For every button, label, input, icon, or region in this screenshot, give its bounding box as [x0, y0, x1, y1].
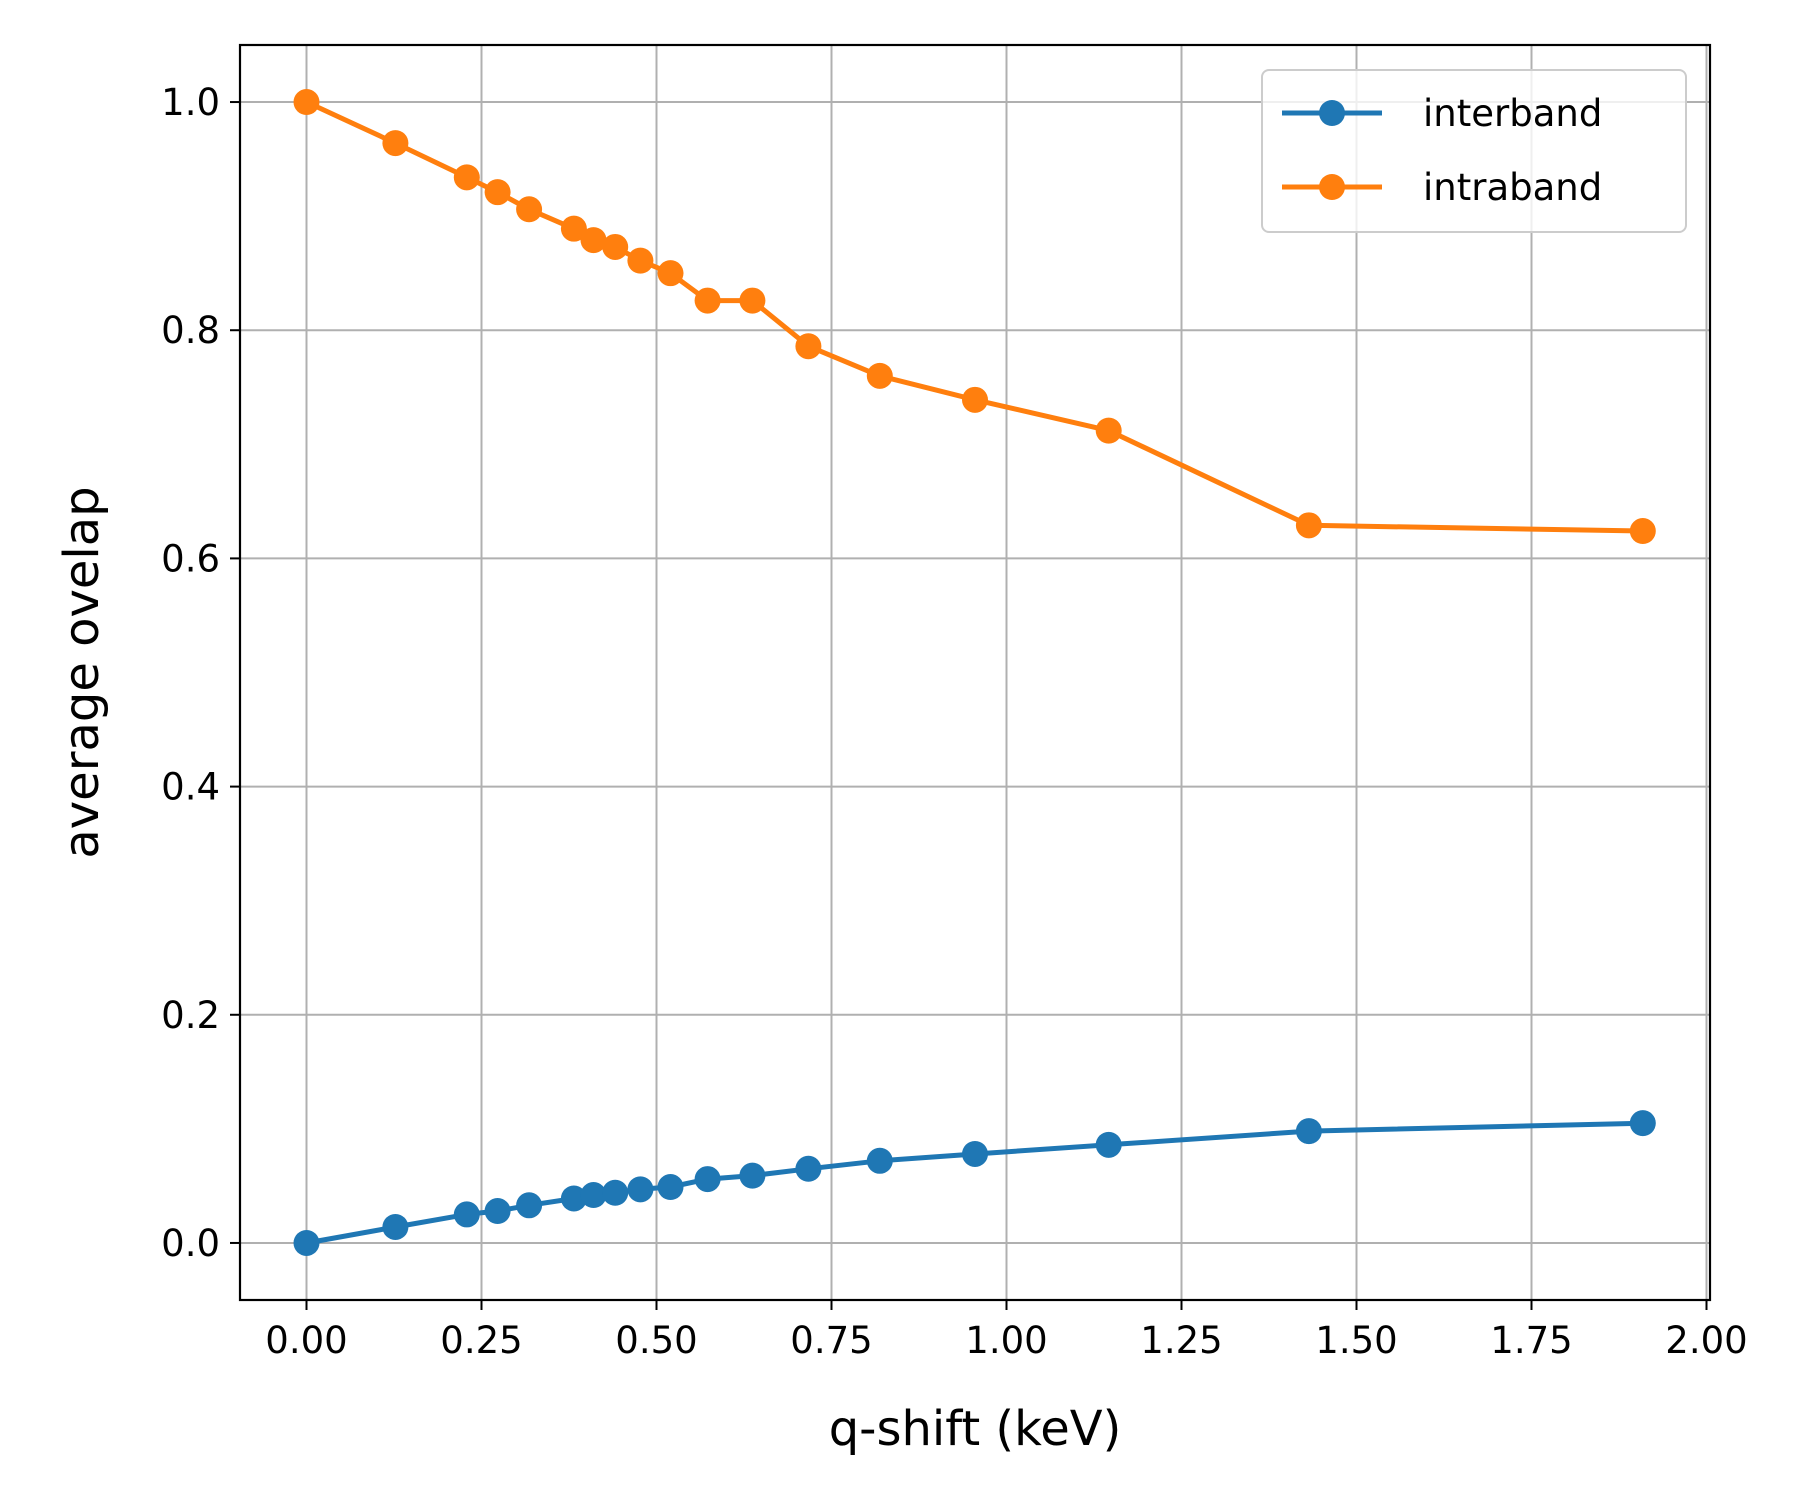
y-tick-label: 0.6 — [161, 537, 220, 580]
data-point-interband — [382, 1213, 409, 1240]
x-tick-label: 0.25 — [440, 1319, 522, 1362]
x-tick-label: 0.50 — [615, 1319, 697, 1362]
data-point-intraband — [382, 130, 409, 157]
x-tick-label: 1.25 — [1140, 1319, 1222, 1362]
data-point-intraband — [602, 233, 629, 260]
data-point-interband — [694, 1166, 721, 1193]
data-point-intraband — [293, 89, 320, 116]
data-point-intraband — [453, 164, 480, 191]
plot-area-frame — [238, 43, 1712, 1302]
data-point-interband — [739, 1162, 766, 1189]
x-tick-label: 0.75 — [790, 1319, 872, 1362]
y-tick-label: 0.4 — [161, 766, 220, 809]
legend-label-intraband: intraband — [1423, 166, 1602, 209]
legend-marker-interband — [1319, 100, 1345, 126]
data-point-intraband — [657, 260, 684, 287]
data-point-intraband — [795, 333, 822, 360]
data-point-intraband — [484, 179, 511, 206]
data-point-intraband — [560, 215, 587, 242]
data-point-intraband — [1295, 512, 1322, 539]
y-axis-label: average ovelap — [54, 486, 110, 858]
legend-marker-intraband — [1319, 174, 1345, 200]
data-point-interband — [1295, 1118, 1322, 1145]
data-point-interband — [516, 1192, 543, 1219]
grid — [240, 45, 1710, 1300]
data-point-interband — [560, 1185, 587, 1212]
x-tick-label: 1.75 — [1490, 1319, 1572, 1362]
data-point-interband — [1095, 1131, 1122, 1158]
data-point-intraband — [694, 287, 721, 314]
x-axis-label: q-shift (keV) — [829, 1401, 1122, 1457]
y-tick-label: 0.2 — [161, 994, 220, 1037]
legend: interband intraband — [1261, 69, 1687, 233]
data-point-intraband — [962, 386, 988, 413]
data-point-interband — [866, 1147, 893, 1174]
x-tick-label: 1.00 — [965, 1319, 1047, 1362]
y-tick-label: 0.0 — [161, 1222, 220, 1265]
data-point-interband — [962, 1140, 988, 1167]
data-point-intraband — [1629, 518, 1656, 545]
data-point-intraband — [580, 227, 607, 254]
x-tick-label: 2.00 — [1665, 1319, 1747, 1362]
data-series — [293, 89, 1656, 1256]
data-point-intraband — [516, 196, 543, 223]
data-point-interband — [627, 1176, 654, 1203]
data-point-interband — [580, 1182, 607, 1209]
data-point-intraband — [866, 362, 893, 389]
legend-label-interband: interband — [1423, 92, 1602, 135]
axis-ticks: 0.00 0.25 0.50 0.75 1.00 1.25 1.50 1.75 2.00 0.0 0… — [161, 81, 1748, 1362]
data-point-interband — [293, 1229, 320, 1256]
data-point-interband — [453, 1201, 480, 1228]
data-point-interband — [795, 1155, 822, 1182]
data-point-intraband — [1095, 417, 1122, 444]
y-tick-label: 1.0 — [161, 81, 220, 124]
data-point-interband — [657, 1174, 684, 1201]
data-point-intraband — [627, 247, 654, 274]
data-point-interband — [484, 1198, 511, 1225]
y-tick-label: 0.8 — [161, 309, 220, 352]
x-tick-label: 0.00 — [265, 1319, 347, 1362]
x-tick-label: 1.50 — [1315, 1319, 1397, 1362]
data-point-interband — [1629, 1110, 1656, 1137]
data-point-intraband — [739, 287, 766, 314]
data-point-interband — [602, 1179, 629, 1206]
